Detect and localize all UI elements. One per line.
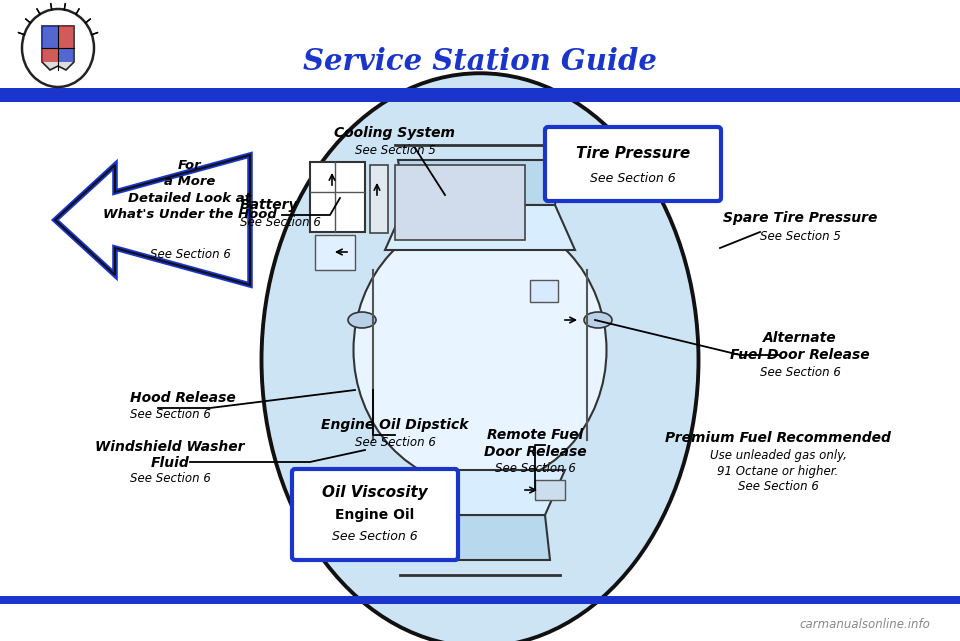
Polygon shape xyxy=(58,26,74,48)
Text: See Section 6: See Section 6 xyxy=(759,365,840,378)
Polygon shape xyxy=(42,26,58,48)
Polygon shape xyxy=(58,48,74,62)
Polygon shape xyxy=(42,48,58,62)
Bar xyxy=(370,165,388,233)
Text: Service Station Guide: Service Station Guide xyxy=(303,47,657,76)
Ellipse shape xyxy=(348,312,376,328)
Ellipse shape xyxy=(353,213,607,487)
FancyBboxPatch shape xyxy=(292,469,458,560)
Text: Fluid: Fluid xyxy=(151,456,189,470)
Bar xyxy=(535,480,565,500)
Polygon shape xyxy=(395,470,565,515)
Text: Remote Fuel: Remote Fuel xyxy=(487,428,583,442)
Text: Hood Release: Hood Release xyxy=(130,391,236,405)
Polygon shape xyxy=(55,155,250,285)
Text: Door Release: Door Release xyxy=(484,445,587,459)
Text: Engine Oil: Engine Oil xyxy=(335,508,415,522)
Text: Cooling System: Cooling System xyxy=(334,126,455,140)
Ellipse shape xyxy=(261,73,699,641)
Text: See Section 6: See Section 6 xyxy=(494,463,575,476)
Text: See Section 5: See Section 5 xyxy=(354,144,436,156)
Polygon shape xyxy=(398,160,562,205)
Text: Premium Fuel Recommended: Premium Fuel Recommended xyxy=(665,431,891,445)
Bar xyxy=(0,88,960,102)
Text: carmanualsonline.info: carmanualsonline.info xyxy=(799,619,930,631)
Text: Tire Pressure: Tire Pressure xyxy=(576,147,690,162)
Polygon shape xyxy=(385,205,575,250)
Bar xyxy=(530,280,558,302)
Polygon shape xyxy=(42,26,74,70)
Text: See Section 6: See Section 6 xyxy=(737,481,819,494)
Text: Windshield Washer: Windshield Washer xyxy=(95,440,245,454)
Text: 91 Octane or higher.: 91 Octane or higher. xyxy=(717,465,839,478)
Text: Engine Oil Dipstick: Engine Oil Dipstick xyxy=(322,418,468,432)
Bar xyxy=(315,235,355,270)
Text: Alternate: Alternate xyxy=(763,331,837,345)
Text: See Section 5: See Section 5 xyxy=(759,229,840,242)
Text: See Section 6: See Section 6 xyxy=(130,472,210,485)
Text: For
a More
Detailed Look at
What's Under the Hood: For a More Detailed Look at What's Under… xyxy=(103,159,276,221)
Ellipse shape xyxy=(584,312,612,328)
Text: Oil Viscosity: Oil Viscosity xyxy=(323,485,428,499)
Text: See Section 6: See Section 6 xyxy=(150,247,230,260)
Text: Battery: Battery xyxy=(240,198,299,212)
Polygon shape xyxy=(410,515,550,560)
Text: Spare Tire Pressure: Spare Tire Pressure xyxy=(723,211,877,225)
Bar xyxy=(395,165,525,240)
Bar xyxy=(310,162,365,232)
Text: Use unleaded gas only,: Use unleaded gas only, xyxy=(709,449,847,463)
Text: See Section 6: See Section 6 xyxy=(332,531,418,544)
Text: See Section 6: See Section 6 xyxy=(130,408,211,422)
Text: See Section 6: See Section 6 xyxy=(590,172,676,185)
Text: See Section 6: See Section 6 xyxy=(240,215,321,228)
Text: Fuel Door Release: Fuel Door Release xyxy=(731,348,870,362)
Text: See Section 6: See Section 6 xyxy=(354,437,436,449)
Bar xyxy=(0,596,960,604)
FancyBboxPatch shape xyxy=(545,127,721,201)
